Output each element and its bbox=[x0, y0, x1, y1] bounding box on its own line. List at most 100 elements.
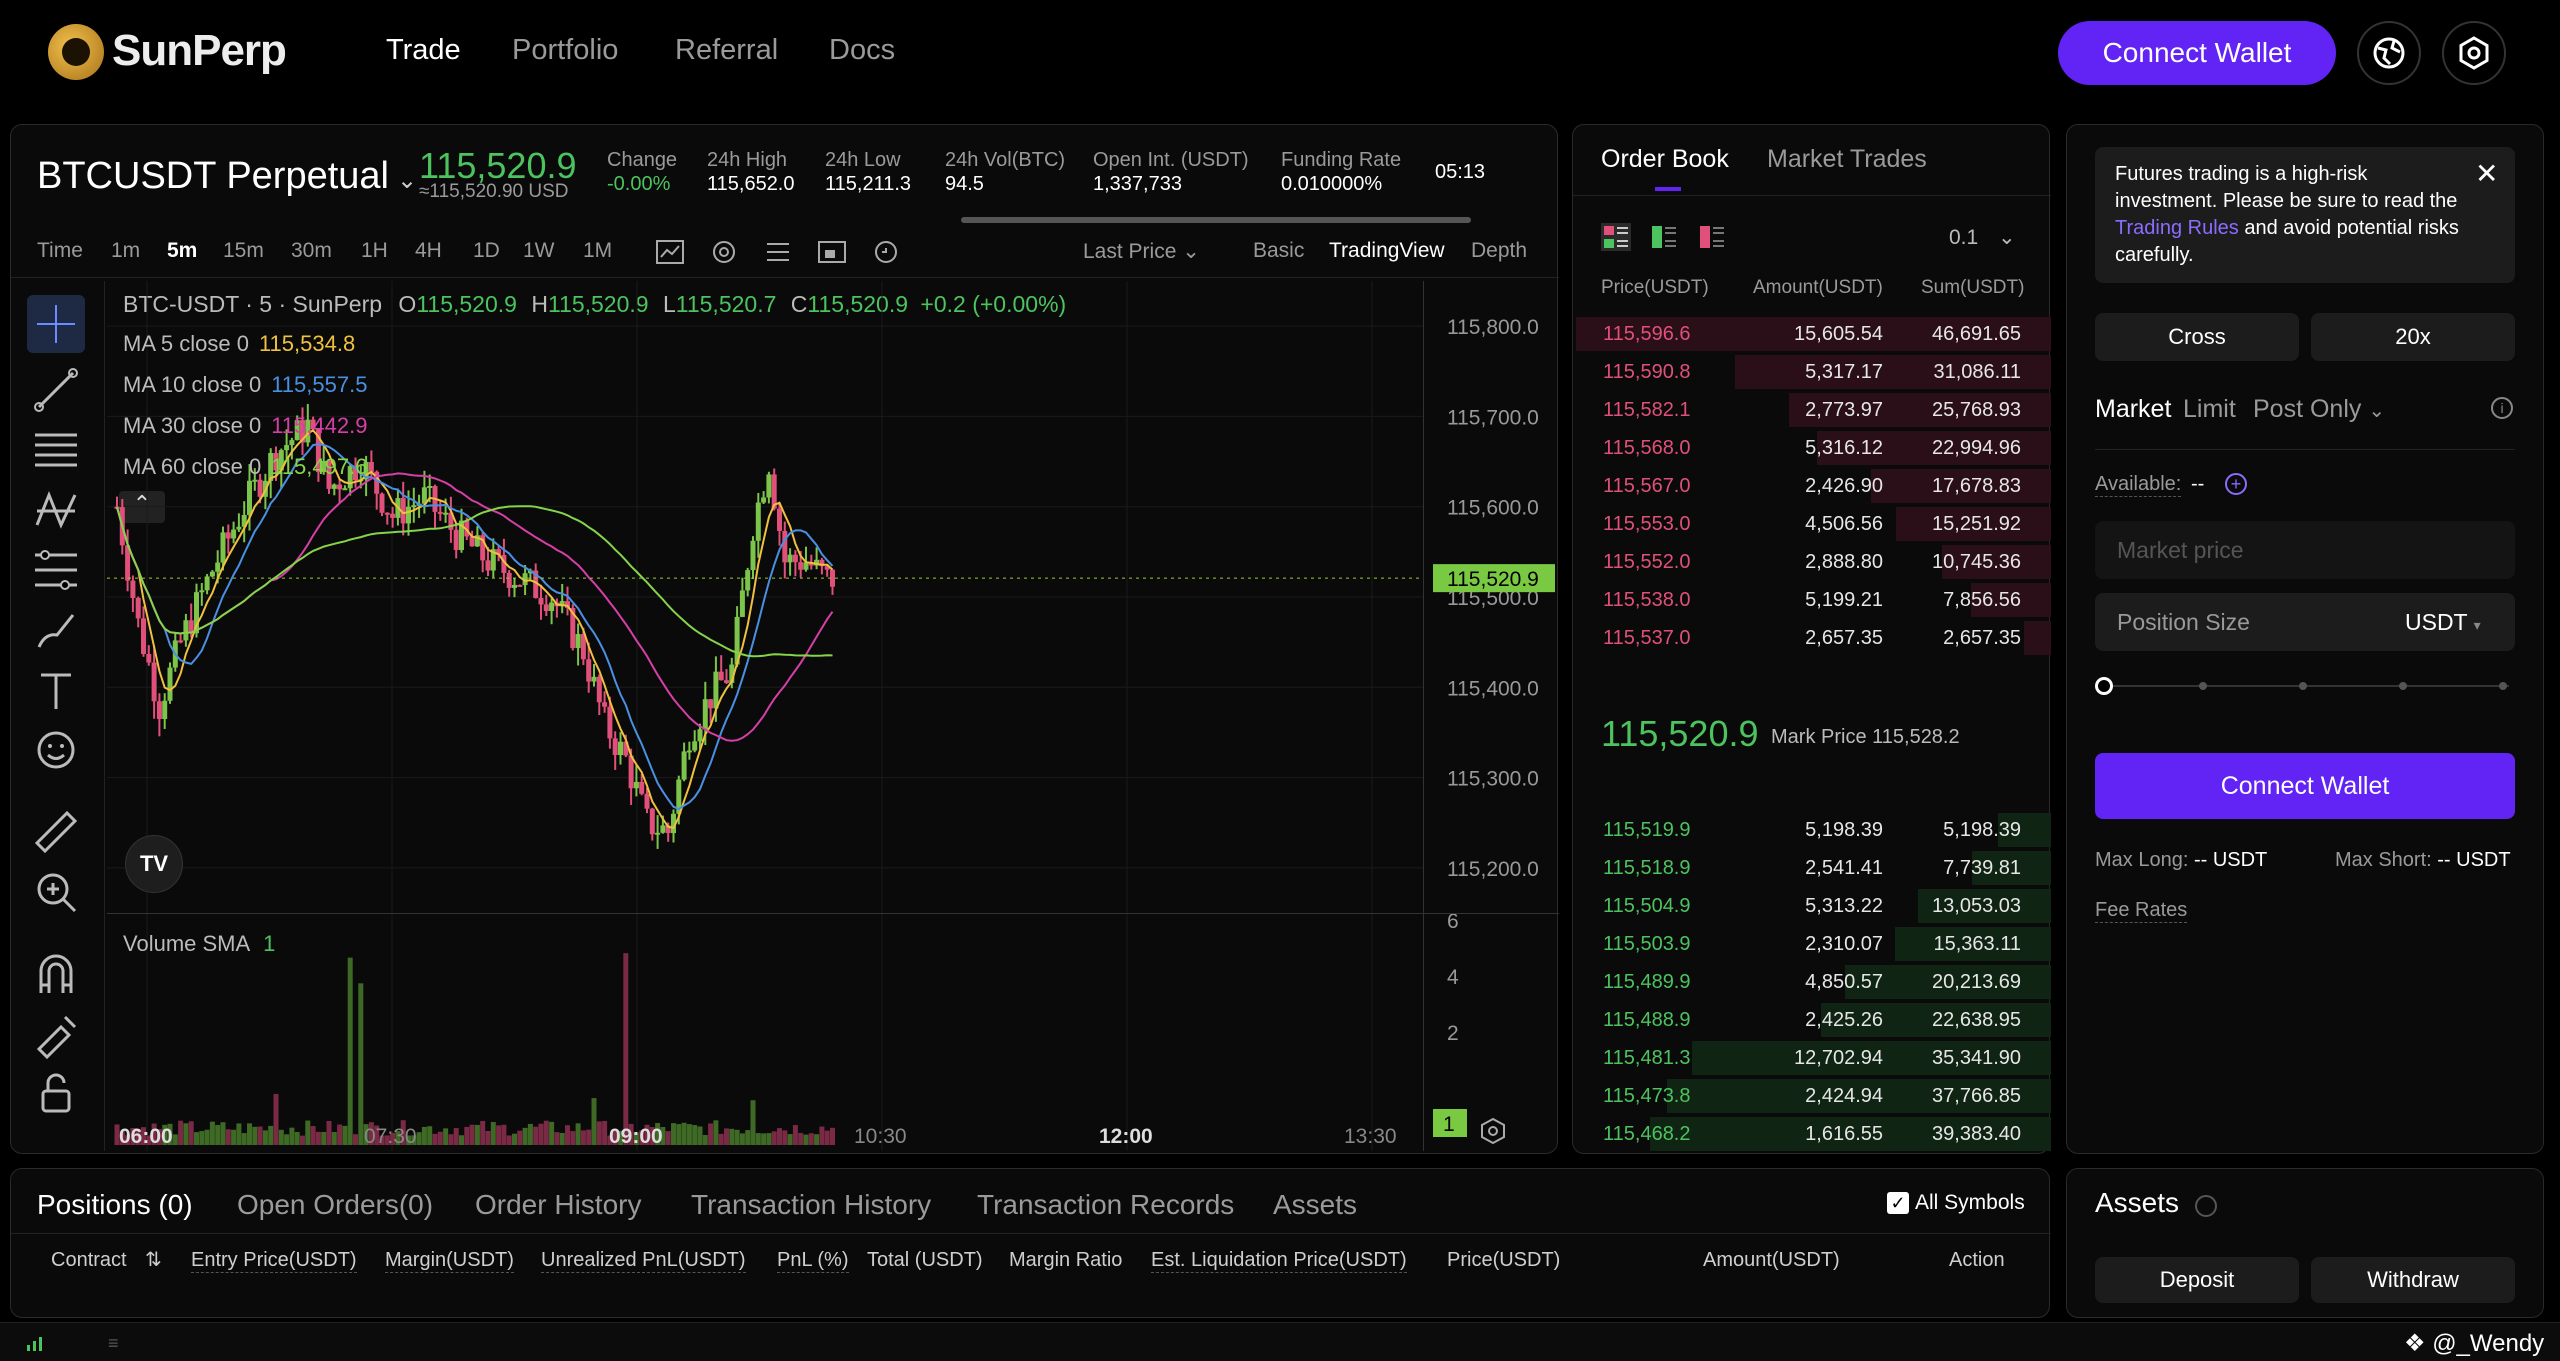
chevron-down-icon[interactable]: ⌄ bbox=[2368, 400, 2386, 422]
emoji-icon[interactable] bbox=[31, 725, 81, 780]
chart-settings-icon[interactable] bbox=[1479, 1117, 1507, 1150]
fee-rates-link[interactable]: Fee Rates bbox=[2095, 899, 2188, 923]
interval-15m[interactable]: 15m bbox=[223, 239, 264, 262]
trading-rules-link[interactable]: Trading Rules bbox=[2115, 217, 2239, 239]
list-icon[interactable] bbox=[763, 239, 793, 270]
nav-portfolio[interactable]: Portfolio bbox=[512, 34, 619, 66]
checkbox-icon[interactable]: ✓ bbox=[1887, 1192, 1909, 1214]
orderbook-row[interactable]: 115,582.1 2,773.97 25,768.93 bbox=[1573, 391, 2051, 429]
chevron-down-icon[interactable]: ⌄ bbox=[396, 167, 418, 194]
info-icon[interactable]: i bbox=[2491, 397, 2513, 419]
settings-gear-icon[interactable] bbox=[709, 239, 739, 270]
orderbook-row[interactable]: 115,503.9 2,310.07 15,363.11 bbox=[1573, 925, 2051, 963]
slider-handle[interactable] bbox=[2095, 677, 2113, 695]
orderbook-row[interactable]: 115,552.0 2,888.80 10,745.36 bbox=[1573, 543, 2051, 581]
interval-1m[interactable]: 1M bbox=[583, 239, 613, 262]
orderbook-row[interactable]: 115,468.2 1,616.55 39,383.40 bbox=[1573, 1115, 2051, 1153]
orderbook-row[interactable]: 115,553.0 4,506.56 15,251.92 bbox=[1573, 505, 2051, 543]
replay-icon[interactable] bbox=[871, 239, 901, 270]
interval-1d[interactable]: 1D bbox=[473, 239, 500, 262]
logo-icon[interactable] bbox=[48, 24, 104, 80]
positions-tab[interactable]: Order History bbox=[475, 1189, 642, 1220]
orderbook-row[interactable]: 115,488.9 2,425.26 22,638.95 bbox=[1573, 1001, 2051, 1039]
market-price-input[interactable]: Market price bbox=[2095, 521, 2515, 579]
orderbook-row[interactable]: 115,473.8 2,424.94 37,766.85 bbox=[1573, 1077, 2051, 1115]
fib-icon[interactable] bbox=[31, 545, 81, 600]
brush-icon[interactable] bbox=[31, 605, 81, 660]
orderbook-row[interactable]: 115,590.8 5,317.17 31,086.11 bbox=[1573, 353, 2051, 391]
crosshair-icon[interactable] bbox=[27, 295, 85, 353]
ruler-icon[interactable] bbox=[31, 807, 81, 862]
precision-select[interactable]: 0.1 ⌄ bbox=[1949, 226, 2016, 249]
nav-referral[interactable]: Referral bbox=[675, 34, 779, 66]
brand-name[interactable]: SunPerp bbox=[112, 26, 287, 75]
sort-icon[interactable]: ⇅ bbox=[145, 1249, 162, 1271]
orderbook-row[interactable]: 115,518.9 2,541.41 7,739.81 bbox=[1573, 849, 2051, 887]
stats-scrollbar[interactable] bbox=[961, 217, 1471, 223]
chevron-down-icon[interactable]: ⌄ bbox=[1182, 240, 1200, 263]
positions-tab[interactable]: Positions (0) bbox=[37, 1189, 193, 1220]
position-size-input[interactable]: Position Size USDT ▾ bbox=[2095, 593, 2515, 651]
language-icon[interactable] bbox=[2357, 21, 2421, 85]
order-type-market[interactable]: Market bbox=[2095, 395, 2172, 423]
trendline-icon[interactable] bbox=[31, 365, 81, 420]
screenshot-icon[interactable] bbox=[817, 239, 847, 270]
positions-tab[interactable]: Assets bbox=[1273, 1189, 1358, 1220]
interval-1m[interactable]: 1m bbox=[111, 239, 141, 262]
bids-only-icon[interactable] bbox=[1649, 223, 1679, 256]
lock-drawing-icon[interactable] bbox=[31, 1009, 81, 1064]
orderbook-row[interactable]: 115,568.0 5,316.12 22,994.96 bbox=[1573, 429, 2051, 467]
orderbook-row[interactable]: 115,537.0 2,657.35 2,657.35 bbox=[1573, 619, 2051, 657]
withdraw-button[interactable]: Withdraw bbox=[2311, 1257, 2515, 1303]
price-type-select[interactable]: Last Price ⌄ bbox=[1083, 240, 1200, 263]
indicator-icon[interactable] bbox=[655, 239, 685, 270]
pair-name[interactable]: BTCUSDT Perpetual bbox=[37, 155, 389, 197]
positions-tab[interactable]: Transaction History bbox=[691, 1189, 932, 1220]
nav-trade[interactable]: Trade bbox=[386, 34, 461, 66]
interval-1w[interactable]: 1W bbox=[523, 239, 555, 262]
deposit-button[interactable]: Deposit bbox=[2095, 1257, 2299, 1303]
tab-market-trades[interactable]: Market Trades bbox=[1767, 145, 1927, 173]
interval-1h[interactable]: 1H bbox=[361, 239, 388, 262]
lock-icon[interactable] bbox=[31, 1069, 81, 1124]
interval-4h[interactable]: 4H bbox=[415, 239, 442, 262]
tradingview-logo-icon[interactable]: TV bbox=[125, 835, 183, 893]
zoom-in-icon[interactable] bbox=[31, 867, 81, 922]
view-tradingview[interactable]: TradingView bbox=[1329, 239, 1445, 262]
order-type-limit[interactable]: Limit bbox=[2183, 395, 2236, 423]
both-sides-icon[interactable] bbox=[1601, 223, 1631, 256]
menu-icon[interactable]: ≡ bbox=[108, 1333, 119, 1353]
orderbook-row[interactable]: 115,538.0 5,199.21 7,856.56 bbox=[1573, 581, 2051, 619]
horizontal-lines-icon[interactable] bbox=[31, 425, 81, 480]
orderbook-row[interactable]: 115,596.6 15,605.54 46,691.65 bbox=[1573, 315, 2051, 353]
orderbook-row[interactable]: 115,481.3 12,702.94 35,341.90 bbox=[1573, 1039, 2051, 1077]
close-icon[interactable]: ✕ bbox=[2475, 158, 2499, 189]
interval-time[interactable]: Time bbox=[37, 239, 83, 262]
connect-wallet-button[interactable]: Connect Wallet bbox=[2058, 21, 2336, 85]
orderbook-row[interactable]: 115,519.9 5,198.39 5,198.39 bbox=[1573, 811, 2051, 849]
positions-tab[interactable]: Open Orders(0) bbox=[237, 1189, 434, 1220]
view-depth[interactable]: Depth bbox=[1471, 239, 1528, 262]
interval-30m[interactable]: 30m bbox=[291, 239, 332, 262]
chevron-down-icon[interactable]: ⌄ bbox=[1998, 226, 2016, 249]
eye-icon[interactable] bbox=[2195, 1195, 2217, 1217]
magnet-icon[interactable] bbox=[31, 949, 81, 1004]
asks-only-icon[interactable] bbox=[1697, 223, 1727, 256]
settings-icon[interactable] bbox=[2442, 21, 2506, 85]
positions-tab[interactable]: Transaction Records bbox=[977, 1189, 1235, 1220]
pattern-icon[interactable] bbox=[31, 485, 81, 540]
tab-order-book[interactable]: Order Book bbox=[1601, 145, 1729, 173]
connect-wallet-trade-button[interactable]: Connect Wallet bbox=[2095, 753, 2515, 819]
margin-mode-button[interactable]: Cross bbox=[2095, 313, 2299, 361]
price-axis[interactable]: 115,800.0115,700.0115,600.0115,500.0115,… bbox=[1423, 281, 1559, 1151]
view-basic[interactable]: Basic bbox=[1253, 239, 1305, 262]
orderbook-row[interactable]: 115,504.9 5,313.22 13,053.03 bbox=[1573, 887, 2051, 925]
pair-selector[interactable]: BTCUSDT Perpetual ⌄ bbox=[37, 155, 417, 198]
size-unit-select[interactable]: USDT ▾ bbox=[2405, 609, 2481, 635]
leverage-button[interactable]: 20x bbox=[2311, 313, 2515, 361]
interval-5m[interactable]: 5m bbox=[167, 239, 198, 262]
nav-docs[interactable]: Docs bbox=[829, 34, 896, 66]
orderbook-row[interactable]: 115,489.9 4,850.57 20,213.69 bbox=[1573, 963, 2051, 1001]
add-funds-icon[interactable]: + bbox=[2225, 473, 2247, 495]
